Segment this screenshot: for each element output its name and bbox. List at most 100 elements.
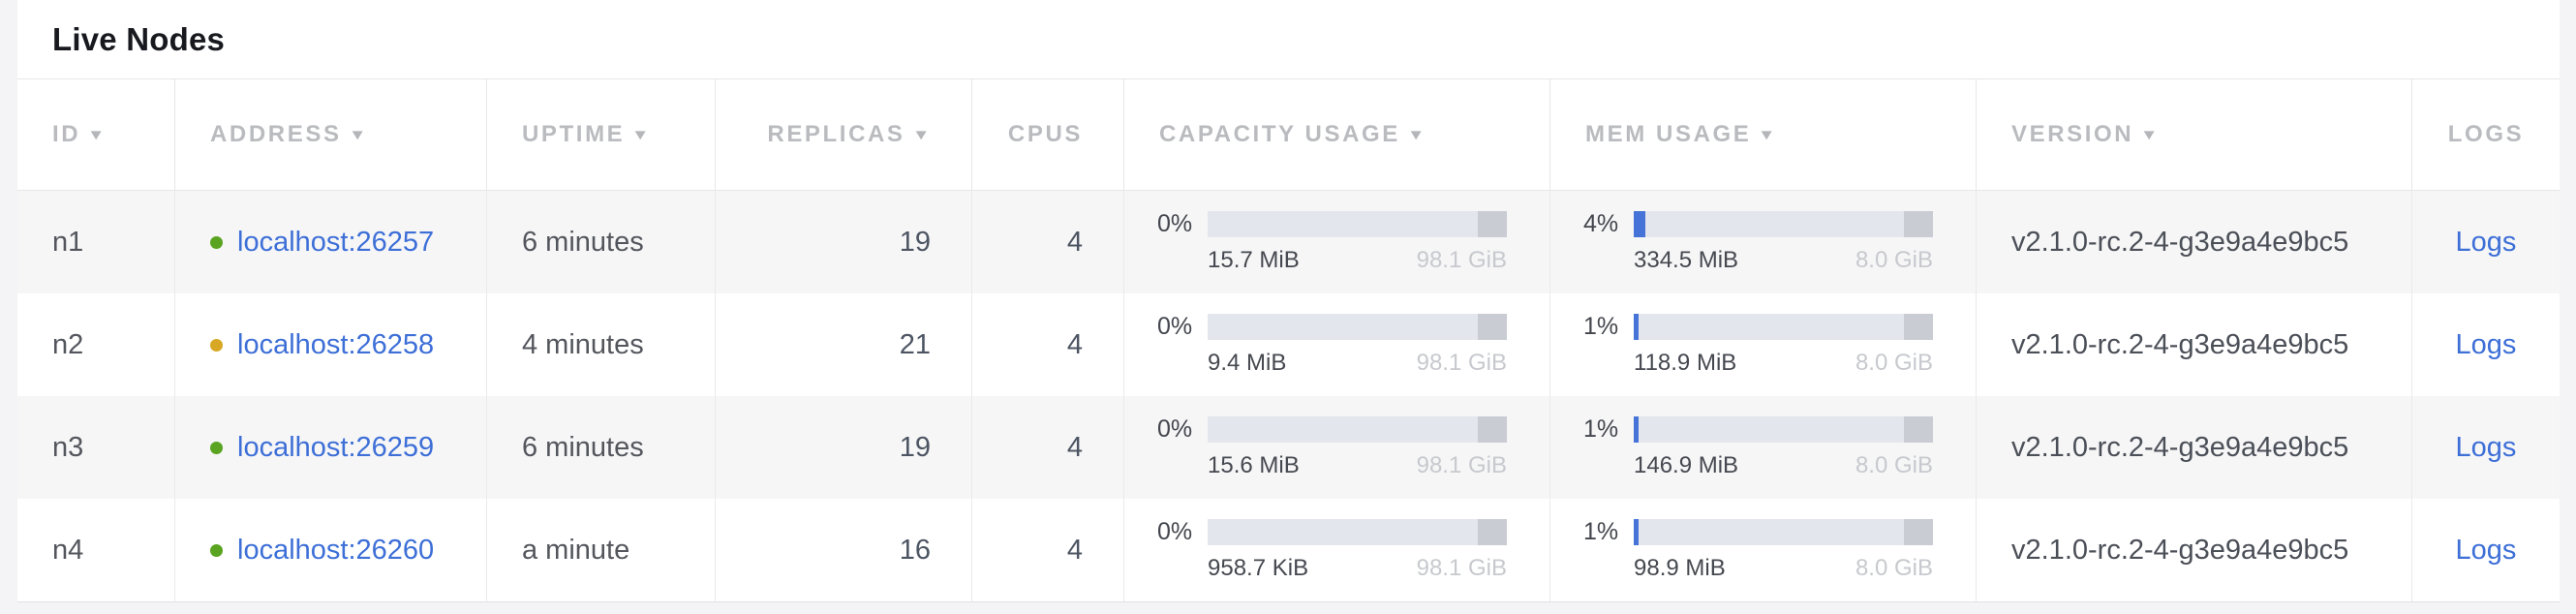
node-version-text: v2.1.0-rc.2-4-g3e9a4e9bc5 xyxy=(2011,328,2349,360)
usage-percent-label: 4% xyxy=(1583,210,1619,237)
mem-usage-cell: 4% 334.5 MiB 8.0 GiB xyxy=(1549,191,1976,293)
usage-bar-fill xyxy=(1634,211,1646,237)
usage-bar-row: 1% xyxy=(1583,313,1933,341)
logs-link[interactable]: Logs xyxy=(2455,328,2517,360)
usage-bar-row: 1% xyxy=(1583,518,1933,546)
usage-used-value: 98.9 MiB xyxy=(1634,555,1726,581)
usage-total-value: 8.0 GiB xyxy=(1855,452,1933,478)
mem-usage-widget: 1% 98.9 MiB 8.0 GiB xyxy=(1550,518,1976,582)
capacity-usage-cell: 0% 958.7 KiB 98.1 GiB xyxy=(1123,499,1549,601)
node-cpus-cell: 4 xyxy=(971,499,1123,601)
column-header-cpus[interactable]: CPUS xyxy=(971,79,1123,190)
column-header-label: UPTIME xyxy=(522,121,626,147)
table-row: n4 localhost:26260 a minute 16 4 0% 958.7 KiB 9… xyxy=(17,499,2560,601)
column-header-label: MEM USAGE xyxy=(1585,121,1752,147)
mem-usage-cell: 1% 98.9 MiB 8.0 GiB xyxy=(1549,499,1976,601)
usage-bar xyxy=(1208,211,1507,237)
column-header-replicas[interactable]: REPLICAS ▼ xyxy=(715,79,971,190)
usage-percent-label: 1% xyxy=(1583,313,1619,340)
usage-values: 146.9 MiB 8.0 GiB xyxy=(1634,452,1933,479)
node-replicas-cell: 16 xyxy=(715,499,971,601)
node-uptime-cell: 4 minutes xyxy=(486,293,715,396)
sort-desc-icon[interactable]: ▼ xyxy=(631,126,653,143)
usage-values: 9.4 MiB 98.1 GiB xyxy=(1208,350,1507,377)
usage-bar-fill xyxy=(1634,314,1639,340)
usage-total-value: 8.0 GiB xyxy=(1855,247,1933,273)
usage-total-value: 8.0 GiB xyxy=(1855,555,1933,581)
column-header-uptime[interactable]: UPTIME ▼ xyxy=(486,79,715,190)
mem-usage-cell: 1% 146.9 MiB 8.0 GiB xyxy=(1549,396,1976,499)
usage-bar xyxy=(1208,416,1507,443)
sort-desc-icon[interactable]: ▼ xyxy=(1758,126,1780,143)
sort-desc-icon[interactable]: ▼ xyxy=(348,126,370,143)
node-version-text: v2.1.0-rc.2-4-g3e9a4e9bc5 xyxy=(2011,534,2349,566)
capacity-usage-widget: 0% 15.6 MiB 98.1 GiB xyxy=(1124,415,1549,479)
node-logs-cell: Logs xyxy=(2411,396,2560,499)
node-uptime-cell: 6 minutes xyxy=(486,396,715,499)
node-address-link[interactable]: localhost:26260 xyxy=(237,534,435,566)
column-header-logs[interactable]: LOGS xyxy=(2411,79,2560,190)
usage-percent-label: 0% xyxy=(1157,210,1193,237)
sort-desc-icon[interactable]: ▼ xyxy=(2140,126,2162,143)
logs-link[interactable]: Logs xyxy=(2455,226,2517,258)
usage-bar-row: 4% xyxy=(1583,210,1933,238)
column-header-id[interactable]: ID ▼ xyxy=(17,79,174,190)
node-id-cell: n1 xyxy=(52,226,84,258)
node-version-cell: v2.1.0-rc.2-4-g3e9a4e9bc5 xyxy=(1976,499,2411,601)
node-address-link[interactable]: localhost:26258 xyxy=(237,328,435,360)
logs-link[interactable]: Logs xyxy=(2455,534,2517,566)
column-header-version[interactable]: VERSION ▼ xyxy=(1976,79,2411,190)
usage-used-value: 15.6 MiB xyxy=(1208,452,1300,478)
mem-usage-cell: 1% 118.9 MiB 8.0 GiB xyxy=(1549,293,1976,396)
usage-bar xyxy=(1634,211,1933,237)
page-title: Live Nodes xyxy=(52,20,226,57)
node-uptime-cell: a minute xyxy=(486,499,715,601)
node-logs-cell: Logs xyxy=(2411,499,2560,601)
node-replicas-cell: 19 xyxy=(715,191,971,293)
column-header-label: ADDRESS xyxy=(210,121,342,147)
column-header-label: CAPACITY USAGE xyxy=(1159,121,1400,147)
node-uptime-cell: 6 minutes xyxy=(486,191,715,293)
usage-bar-row: 0% xyxy=(1157,415,1507,444)
sort-desc-icon[interactable]: ▼ xyxy=(1406,126,1428,143)
usage-bar xyxy=(1634,314,1933,340)
usage-values: 334.5 MiB 8.0 GiB xyxy=(1634,247,1933,274)
table-header-row: ID ▼ ADDRESS ▼ UPTIME ▼ REPLICAS ▼ CPUS CAPACITY … xyxy=(17,79,2560,191)
usage-bar xyxy=(1208,314,1507,340)
usage-used-value: 15.7 MiB xyxy=(1208,247,1300,273)
column-header-capacity[interactable]: CAPACITY USAGE ▼ xyxy=(1123,79,1549,190)
mem-usage-widget: 4% 334.5 MiB 8.0 GiB xyxy=(1550,210,1976,274)
node-id-cell: n2 xyxy=(52,328,84,360)
capacity-usage-widget: 0% 958.7 KiB 98.1 GiB xyxy=(1124,518,1549,582)
table-row: n3 localhost:26259 6 minutes 19 4 0% 15.6 MiB 9… xyxy=(17,396,2560,499)
usage-bar-fill xyxy=(1634,519,1639,545)
column-header-label: ID xyxy=(52,121,81,147)
usage-bar-row: 1% xyxy=(1583,415,1933,444)
node-replicas-cell: 19 xyxy=(715,396,971,499)
usage-values: 15.7 MiB 98.1 GiB xyxy=(1208,247,1507,274)
logs-link[interactable]: Logs xyxy=(2455,431,2517,463)
column-header-address[interactable]: ADDRESS ▼ xyxy=(174,79,486,190)
node-address-link[interactable]: localhost:26259 xyxy=(237,431,435,463)
node-cpus-cell: 4 xyxy=(971,293,1123,396)
sort-desc-icon[interactable]: ▼ xyxy=(87,126,108,143)
usage-bar-fill xyxy=(1634,416,1639,443)
column-header-label: CPUS xyxy=(1007,121,1083,147)
usage-used-value: 146.9 MiB xyxy=(1634,452,1739,478)
column-header-label: REPLICAS xyxy=(767,121,905,147)
node-cpus-cell: 4 xyxy=(971,191,1123,293)
node-status-healthy-icon xyxy=(210,441,223,454)
usage-total-value: 98.1 GiB xyxy=(1416,452,1507,478)
sort-desc-icon[interactable]: ▼ xyxy=(911,126,934,143)
usage-values: 15.6 MiB 98.1 GiB xyxy=(1208,452,1507,479)
column-header-mem[interactable]: MEM USAGE ▼ xyxy=(1549,79,1976,190)
usage-used-value: 118.9 MiB xyxy=(1634,350,1737,376)
usage-total-value: 98.1 GiB xyxy=(1416,247,1507,273)
capacity-usage-cell: 0% 15.7 MiB 98.1 GiB xyxy=(1123,191,1549,293)
node-version-cell: v2.1.0-rc.2-4-g3e9a4e9bc5 xyxy=(1976,396,2411,499)
node-cpus-cell: 4 xyxy=(971,396,1123,499)
live-nodes-panel: Live Nodes ID ▼ ADDRESS ▼ UPTIME ▼ REPLICAS ▼ CP… xyxy=(17,0,2560,602)
node-address-link[interactable]: localhost:26257 xyxy=(237,226,435,258)
capacity-usage-widget: 0% 9.4 MiB 98.1 GiB xyxy=(1124,313,1549,377)
node-version-text: v2.1.0-rc.2-4-g3e9a4e9bc5 xyxy=(2011,431,2349,463)
